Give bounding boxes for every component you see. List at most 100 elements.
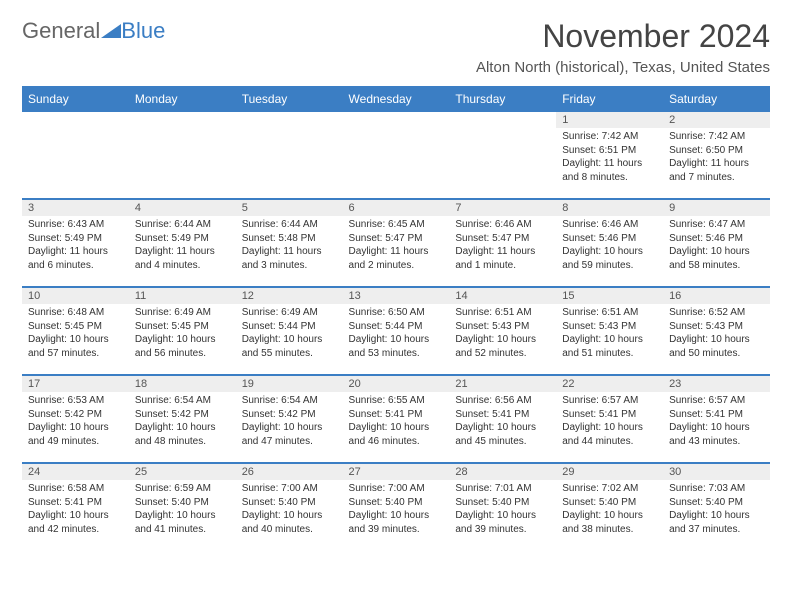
day-day2: and 3 minutes. (242, 259, 337, 273)
day-sunrise: Sunrise: 6:44 AM (135, 218, 230, 232)
day-day2: and 52 minutes. (455, 347, 550, 361)
day-sunrise: Sunrise: 6:46 AM (455, 218, 550, 232)
day-day2: and 38 minutes. (562, 523, 657, 537)
day-day2: and 51 minutes. (562, 347, 657, 361)
day-day1: Daylight: 10 hours (455, 509, 550, 523)
day-sunrise: Sunrise: 6:57 AM (562, 394, 657, 408)
calendar-cell: 19Sunrise: 6:54 AMSunset: 5:42 PMDayligh… (236, 375, 343, 463)
day-sunrise: Sunrise: 6:43 AM (28, 218, 123, 232)
day-day2: and 59 minutes. (562, 259, 657, 273)
day-day1: Daylight: 10 hours (349, 421, 444, 435)
calendar-cell: 3Sunrise: 6:43 AMSunset: 5:49 PMDaylight… (22, 199, 129, 287)
day-day1: Daylight: 10 hours (455, 333, 550, 347)
day-sunrise: Sunrise: 7:01 AM (455, 482, 550, 496)
day-sunrise: Sunrise: 6:54 AM (242, 394, 337, 408)
day-day1: Daylight: 10 hours (669, 509, 764, 523)
day-day1: Daylight: 10 hours (562, 333, 657, 347)
calendar-cell: 9Sunrise: 6:47 AMSunset: 5:46 PMDaylight… (663, 199, 770, 287)
day-day2: and 48 minutes. (135, 435, 230, 449)
day-sunrise: Sunrise: 6:54 AM (135, 394, 230, 408)
day-day2: and 57 minutes. (28, 347, 123, 361)
weekday-header: Friday (556, 87, 663, 111)
calendar-cell (343, 111, 450, 199)
day-day1: Daylight: 10 hours (349, 509, 444, 523)
day-sunset: Sunset: 5:44 PM (349, 320, 444, 334)
calendar-cell (129, 111, 236, 199)
day-day2: and 1 minute. (455, 259, 550, 273)
day-sunrise: Sunrise: 7:42 AM (562, 130, 657, 144)
day-day1: Daylight: 10 hours (28, 509, 123, 523)
day-sunrise: Sunrise: 7:42 AM (669, 130, 764, 144)
day-sunrise: Sunrise: 6:51 AM (455, 306, 550, 320)
day-number: 2 (663, 112, 770, 128)
weekday-header: Thursday (449, 87, 556, 111)
day-number: 14 (449, 288, 556, 304)
day-day2: and 8 minutes. (562, 171, 657, 185)
day-day2: and 55 minutes. (242, 347, 337, 361)
calendar-cell: 29Sunrise: 7:02 AMSunset: 5:40 PMDayligh… (556, 463, 663, 551)
day-day1: Daylight: 11 hours (562, 157, 657, 171)
day-day1: Daylight: 10 hours (28, 333, 123, 347)
day-day1: Daylight: 10 hours (669, 333, 764, 347)
day-sunset: Sunset: 5:46 PM (562, 232, 657, 246)
day-number: 28 (449, 464, 556, 480)
day-sunrise: Sunrise: 6:46 AM (562, 218, 657, 232)
day-sunrise: Sunrise: 6:44 AM (242, 218, 337, 232)
day-sunrise: Sunrise: 7:03 AM (669, 482, 764, 496)
day-day2: and 41 minutes. (135, 523, 230, 537)
day-sunset: Sunset: 5:41 PM (669, 408, 764, 422)
day-day2: and 2 minutes. (349, 259, 444, 273)
calendar-cell: 17Sunrise: 6:53 AMSunset: 5:42 PMDayligh… (22, 375, 129, 463)
day-sunrise: Sunrise: 6:57 AM (669, 394, 764, 408)
day-day1: Daylight: 10 hours (135, 333, 230, 347)
day-sunset: Sunset: 5:40 PM (562, 496, 657, 510)
day-day1: Daylight: 10 hours (242, 509, 337, 523)
calendar-cell (449, 111, 556, 199)
day-sunset: Sunset: 5:49 PM (28, 232, 123, 246)
day-sunset: Sunset: 5:41 PM (562, 408, 657, 422)
day-number: 29 (556, 464, 663, 480)
logo-word-2: Blue (121, 18, 165, 44)
calendar-cell (22, 111, 129, 199)
calendar-cell: 15Sunrise: 6:51 AMSunset: 5:43 PMDayligh… (556, 287, 663, 375)
weekday-header: Sunday (22, 87, 129, 111)
calendar-cell: 1 Sunrise: 7:42 AMSunset: 6:51 PMDaylight… (556, 111, 663, 199)
calendar-cell: 22Sunrise: 6:57 AMSunset: 5:41 PMDayligh… (556, 375, 663, 463)
day-number: 17 (22, 376, 129, 392)
calendar-cell: 20Sunrise: 6:55 AMSunset: 5:41 PMDayligh… (343, 375, 450, 463)
weekday-header: Tuesday (236, 87, 343, 111)
day-sunset: Sunset: 5:42 PM (135, 408, 230, 422)
calendar-cell: 23Sunrise: 6:57 AMSunset: 5:41 PMDayligh… (663, 375, 770, 463)
day-sunrise: Sunrise: 6:52 AM (669, 306, 764, 320)
calendar-cell: 25Sunrise: 6:59 AMSunset: 5:40 PMDayligh… (129, 463, 236, 551)
day-number: 26 (236, 464, 343, 480)
calendar-cell: 4Sunrise: 6:44 AMSunset: 5:49 PMDaylight… (129, 199, 236, 287)
calendar-cell: 28Sunrise: 7:01 AMSunset: 5:40 PMDayligh… (449, 463, 556, 551)
day-sunrise: Sunrise: 6:50 AM (349, 306, 444, 320)
calendar-cell: 27Sunrise: 7:00 AMSunset: 5:40 PMDayligh… (343, 463, 450, 551)
day-day2: and 6 minutes. (28, 259, 123, 273)
day-number: 12 (236, 288, 343, 304)
day-sunrise: Sunrise: 6:53 AM (28, 394, 123, 408)
day-number: 1 (556, 112, 663, 128)
month-title: November 2024 (476, 18, 770, 55)
day-sunset: Sunset: 6:51 PM (562, 144, 657, 158)
day-sunrise: Sunrise: 6:51 AM (562, 306, 657, 320)
day-day1: Daylight: 11 hours (28, 245, 123, 259)
day-day2: and 50 minutes. (669, 347, 764, 361)
day-sunset: Sunset: 5:42 PM (242, 408, 337, 422)
day-number: 16 (663, 288, 770, 304)
calendar-cell: 6Sunrise: 6:45 AMSunset: 5:47 PMDaylight… (343, 199, 450, 287)
day-day2: and 37 minutes. (669, 523, 764, 537)
day-number: 19 (236, 376, 343, 392)
day-sunrise: Sunrise: 6:48 AM (28, 306, 123, 320)
day-sunrise: Sunrise: 6:49 AM (135, 306, 230, 320)
day-sunrise: Sunrise: 6:59 AM (135, 482, 230, 496)
calendar-cell: 21Sunrise: 6:56 AMSunset: 5:41 PMDayligh… (449, 375, 556, 463)
day-sunset: Sunset: 5:41 PM (455, 408, 550, 422)
calendar-cell (236, 111, 343, 199)
day-sunrise: Sunrise: 6:45 AM (349, 218, 444, 232)
day-sunset: Sunset: 5:41 PM (28, 496, 123, 510)
day-day2: and 40 minutes. (242, 523, 337, 537)
day-sunset: Sunset: 5:45 PM (135, 320, 230, 334)
